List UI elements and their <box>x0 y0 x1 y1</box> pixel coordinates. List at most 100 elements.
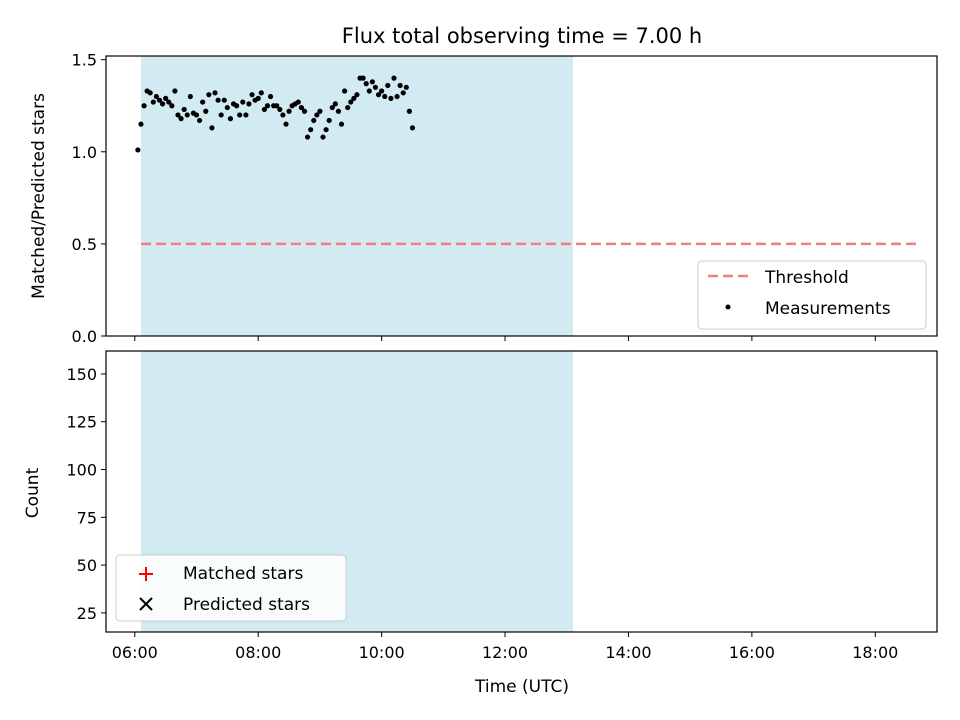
measurement-point <box>181 106 187 113</box>
measurement-point <box>314 112 320 118</box>
measurement-point <box>234 103 240 109</box>
predicted-legend-marker <box>139 597 153 611</box>
top-legend: Threshold Measurements <box>697 260 927 330</box>
predicted-legend-label: Predicted stars <box>183 595 310 615</box>
top-panel: 0.0 0.5 1.0 1.5 Matched/Predicted stars Thr… <box>29 51 938 346</box>
bottom-y-tick-label: 150 <box>66 365 97 384</box>
measurement-point <box>221 97 227 103</box>
measurement-point <box>280 112 286 118</box>
measurement-point <box>363 81 369 87</box>
matched-legend-marker <box>139 567 153 581</box>
measurement-point <box>301 108 308 114</box>
measurement-point <box>206 92 212 98</box>
measurement-point <box>261 106 267 113</box>
measurement-point <box>184 112 190 118</box>
bottom-y-ticks: 25 50 75 100 125 150 <box>66 365 106 623</box>
measurement-point <box>320 134 326 140</box>
measurement-point <box>212 90 218 96</box>
measurement-point <box>397 82 403 89</box>
threshold-legend-label: Threshold <box>764 268 849 288</box>
measurements-legend-marker <box>725 304 731 310</box>
measurement-point <box>141 103 147 109</box>
measurement-point <box>372 84 379 90</box>
bottom-y-tick-label: 75 <box>77 508 97 527</box>
x-tick-label: 18:00 <box>852 643 898 662</box>
measurement-point <box>224 104 230 111</box>
measurement-point <box>203 108 209 114</box>
bottom-y-tick-label: 100 <box>66 461 97 480</box>
measurement-point <box>326 117 332 124</box>
x-tick-label: 06:00 <box>112 643 158 662</box>
measurements-legend-label: Measurements <box>765 299 891 319</box>
bottom-legend-box <box>115 554 347 622</box>
top-y-tick-label: 1.0 <box>72 143 97 162</box>
measurement-point <box>200 99 206 105</box>
measurement-point <box>406 108 412 114</box>
x-tick-label: 12:00 <box>482 643 528 662</box>
top-y-tick-label: 0.0 <box>72 327 97 346</box>
measurement-point <box>258 90 264 96</box>
measurement-point <box>394 93 400 100</box>
x-axis-label: Time (UTC) <box>474 677 569 697</box>
measurement-point <box>351 95 357 101</box>
measurement-point <box>283 121 289 127</box>
bottom-panel: 25 50 75 100 125 150 06:00 08:00 10:00 12:00 14:0… <box>23 336 938 697</box>
measurement-point <box>311 117 317 124</box>
bottom-y-axis-label: Count <box>23 467 43 518</box>
measurement-point <box>366 88 372 94</box>
measurement-point <box>295 99 301 105</box>
measurement-point <box>317 108 323 114</box>
measurement-point <box>332 101 338 107</box>
measurement-point <box>255 95 261 101</box>
measurement-point <box>274 103 280 109</box>
measurement-point <box>382 93 388 100</box>
measurement-point <box>304 134 311 140</box>
measurement-point <box>400 90 406 96</box>
bottom-plot-frame <box>105 350 938 633</box>
measurement-point <box>246 101 252 107</box>
measurement-point <box>196 117 203 124</box>
measurement-point <box>298 104 305 111</box>
measurement-point <box>175 112 181 118</box>
measurement-point <box>403 84 409 90</box>
measurement-point <box>172 88 178 94</box>
measurement-point <box>354 92 360 98</box>
top-plot-frame <box>105 55 938 337</box>
measurement-point <box>335 108 342 114</box>
bottom-y-tick-label: 125 <box>66 413 97 432</box>
measurement-point <box>375 92 382 98</box>
measurement-point <box>243 112 249 118</box>
matched-legend-label: Matched stars <box>183 564 303 584</box>
measurement-point <box>193 112 200 118</box>
measurement-point <box>360 75 366 81</box>
top-legend-box <box>697 260 927 330</box>
measurement-point <box>277 106 283 113</box>
measurement-point <box>345 104 351 111</box>
x-ticks: 06:00 08:00 10:00 12:00 14:00 16:00 18:00 <box>112 336 898 662</box>
measurement-point <box>409 125 416 131</box>
measurement-point <box>150 99 156 105</box>
measurement-point <box>308 127 314 133</box>
measurement-point <box>218 112 224 118</box>
measurement-point <box>391 75 397 81</box>
top-y-tick-label: 1.5 <box>72 51 97 70</box>
measurement-point <box>178 116 184 122</box>
measurement-point <box>209 125 215 131</box>
top-y-tick-label: 0.5 <box>72 235 97 254</box>
top-y-axis-label: Matched/Predicted stars <box>29 93 49 299</box>
measurement-point <box>169 103 175 109</box>
measurement-point <box>264 103 271 109</box>
measurement-point <box>323 127 329 133</box>
measurement-point <box>156 97 163 103</box>
top-y-ticks: 0.0 0.5 1.0 1.5 <box>72 51 106 346</box>
x-tick-label: 14:00 <box>605 643 651 662</box>
measurement-point <box>159 101 166 107</box>
x-tick-label: 10:00 <box>359 643 405 662</box>
measurement-point <box>286 108 292 114</box>
measurement-point <box>379 88 385 94</box>
measurement-point <box>153 93 159 100</box>
chart-title: Flux total observing time = 7.00 h <box>342 24 702 48</box>
measurement-point <box>338 121 345 127</box>
measurement-point <box>369 79 375 85</box>
